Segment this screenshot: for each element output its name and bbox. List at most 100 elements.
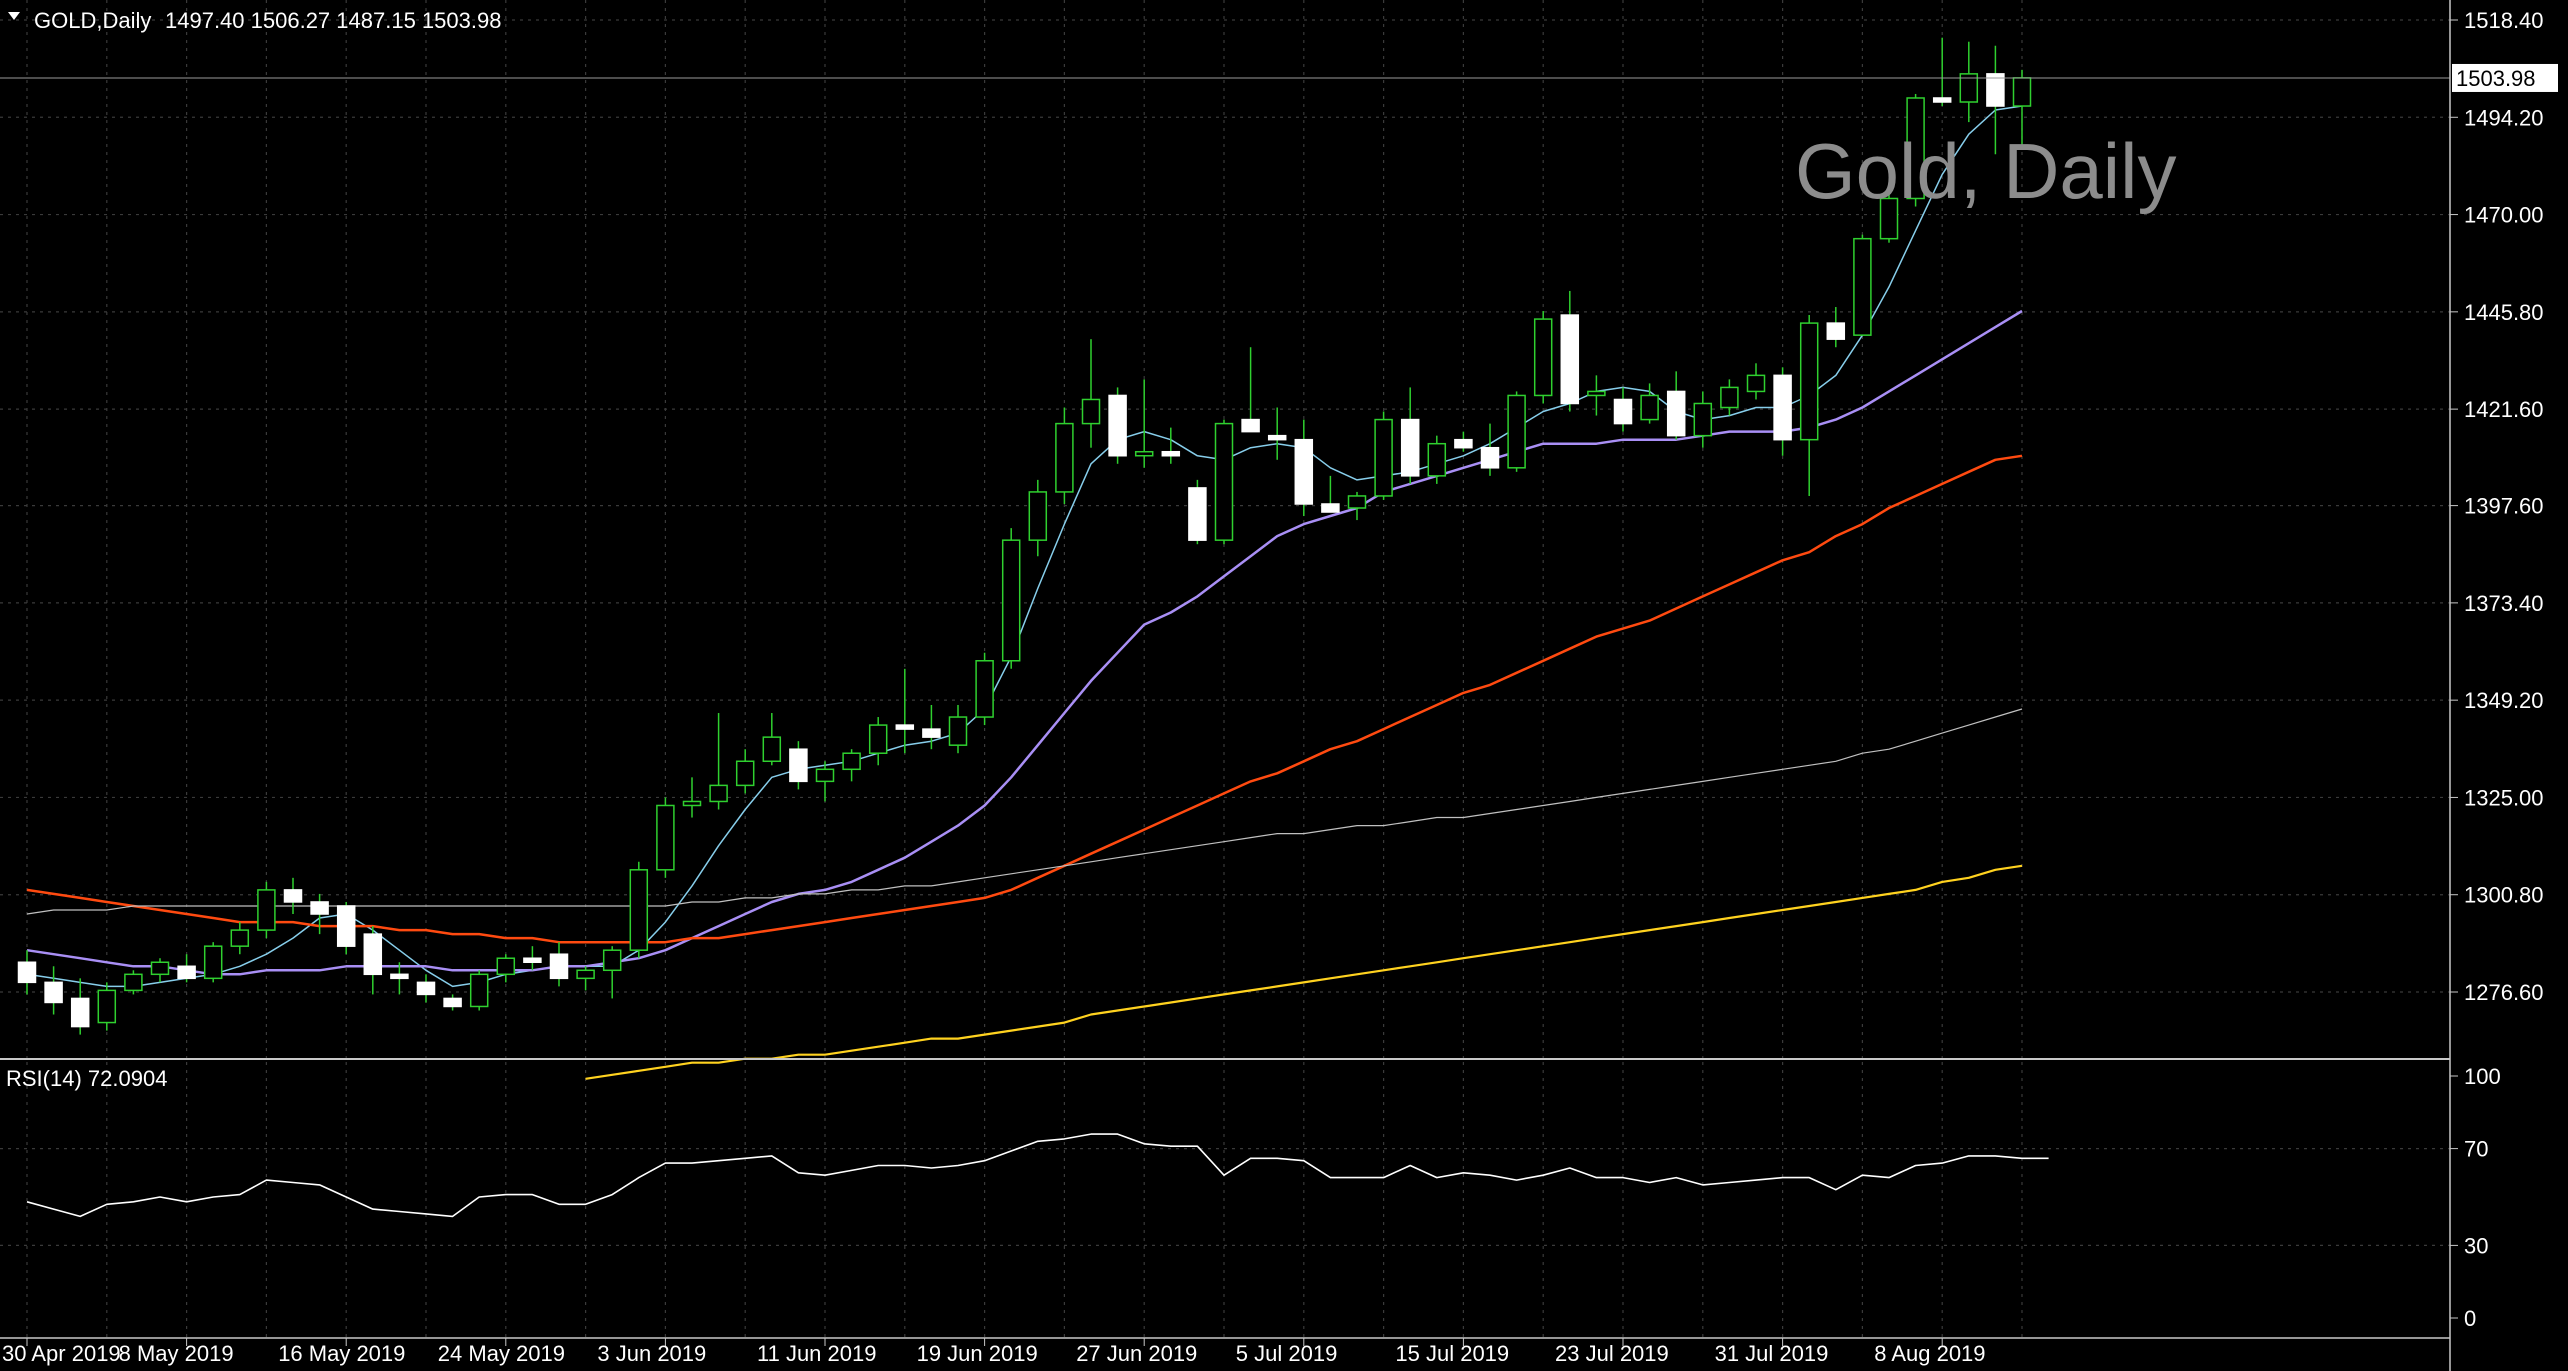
candle-body [1986, 73, 2005, 107]
rsi-line [26, 1133, 2049, 1218]
price-tick-label: 1421.60 [2464, 397, 2544, 422]
candle [416, 974, 436, 1003]
candle-body [975, 660, 994, 718]
candle [1480, 423, 1500, 476]
candle-body [1507, 394, 1526, 469]
candle-body [336, 905, 356, 947]
candle-body [469, 973, 489, 1008]
candle-body [1055, 422, 1074, 493]
candle [150, 958, 170, 983]
price-tick-label: 1518.40 [2464, 8, 2544, 33]
rsi-label: RSI(14) 72.0904 [6, 1066, 167, 1091]
candle-body [416, 981, 436, 996]
candle-body [842, 752, 861, 771]
candle [1374, 411, 1393, 500]
ohlc-values: 1497.40 1506.27 1487.15 1503.98 [165, 8, 501, 33]
candle-body [602, 949, 622, 972]
candle [1826, 307, 1846, 348]
candle [1959, 41, 1979, 123]
candle-body [496, 957, 516, 976]
candle [390, 962, 409, 995]
time-tick-label: 19 Jun 2019 [917, 1341, 1038, 1366]
candle-body [1746, 374, 1766, 393]
time-tick-label: 23 Jul 2019 [1555, 1341, 1669, 1366]
candle [523, 946, 542, 971]
candle-body [709, 784, 728, 803]
candle [1720, 379, 1739, 416]
moving-average-ma_200 [585, 864, 2023, 1080]
candle [1693, 391, 1713, 448]
candle [70, 978, 90, 1035]
candle [762, 713, 782, 766]
candle [948, 704, 968, 754]
price-tick-label: 1325.00 [2464, 785, 2544, 810]
candle [1028, 479, 1048, 557]
candle-body [1294, 438, 1314, 505]
candle [1986, 45, 2005, 155]
candle-body [390, 973, 409, 980]
candle-body [1028, 491, 1048, 541]
candle [1932, 37, 1952, 107]
time-tick-label: 5 Jul 2019 [1236, 1341, 1338, 1366]
candle [868, 717, 888, 766]
rsi-tick-label: 30 [2464, 1233, 2488, 1258]
price-tick-label: 1349.20 [2464, 688, 2544, 713]
candle [283, 877, 303, 915]
price-tick-label: 1373.40 [2464, 591, 2544, 616]
candle-body [815, 768, 835, 783]
candle [1267, 407, 1287, 460]
candle-body [124, 973, 143, 992]
time-tick-label: 3 Jun 2019 [597, 1341, 706, 1366]
candle-body [1427, 442, 1447, 477]
candle [1108, 387, 1127, 464]
candle [97, 982, 117, 1031]
candle-body [1001, 539, 1021, 662]
candle [496, 954, 516, 983]
candle-body [1081, 398, 1101, 425]
candle [363, 926, 383, 995]
symbol-label: GOLD,Daily [34, 8, 151, 33]
candle-body [230, 929, 250, 947]
candle [1081, 339, 1101, 448]
candle-body [1640, 394, 1659, 421]
candle [310, 893, 329, 935]
candle [336, 901, 356, 955]
candle-body [1693, 402, 1713, 437]
candle-body [150, 961, 170, 976]
time-tick-label: 15 Jul 2019 [1395, 1341, 1509, 1366]
candle-body [549, 953, 569, 980]
price-tick-label: 1445.80 [2464, 300, 2544, 325]
time-tick-label: 31 Jul 2019 [1715, 1341, 1829, 1366]
time-tick-label: 11 Jun 2019 [757, 1341, 876, 1366]
candle-body [97, 989, 117, 1024]
candle-body [70, 997, 90, 1028]
candle-body [1906, 97, 1925, 200]
candle [815, 761, 835, 802]
candle [602, 946, 622, 999]
candle-body [17, 961, 37, 984]
candle-body [44, 981, 63, 1004]
candle-body [922, 728, 941, 738]
candle [124, 970, 143, 995]
candle [1161, 427, 1181, 464]
candle-body [1773, 374, 1792, 441]
candle [1321, 475, 1340, 513]
candle-body [629, 869, 649, 951]
candle-body [895, 724, 915, 730]
candle-body [523, 957, 542, 964]
time-tick-label: 8 May 2019 [119, 1341, 234, 1366]
current-price-tag [2452, 63, 2558, 92]
candle-body [1188, 487, 1207, 541]
moving-average-ma_fast [26, 105, 2023, 988]
candle-body [310, 901, 329, 915]
triangle-down-icon[interactable] [8, 12, 20, 20]
candle-body [257, 889, 276, 931]
moving-average-ma_20 [26, 309, 2023, 976]
candle-body [789, 748, 808, 783]
candle [1507, 391, 1526, 472]
candle [1533, 311, 1553, 404]
candle [257, 881, 276, 939]
candle [1587, 375, 1606, 416]
